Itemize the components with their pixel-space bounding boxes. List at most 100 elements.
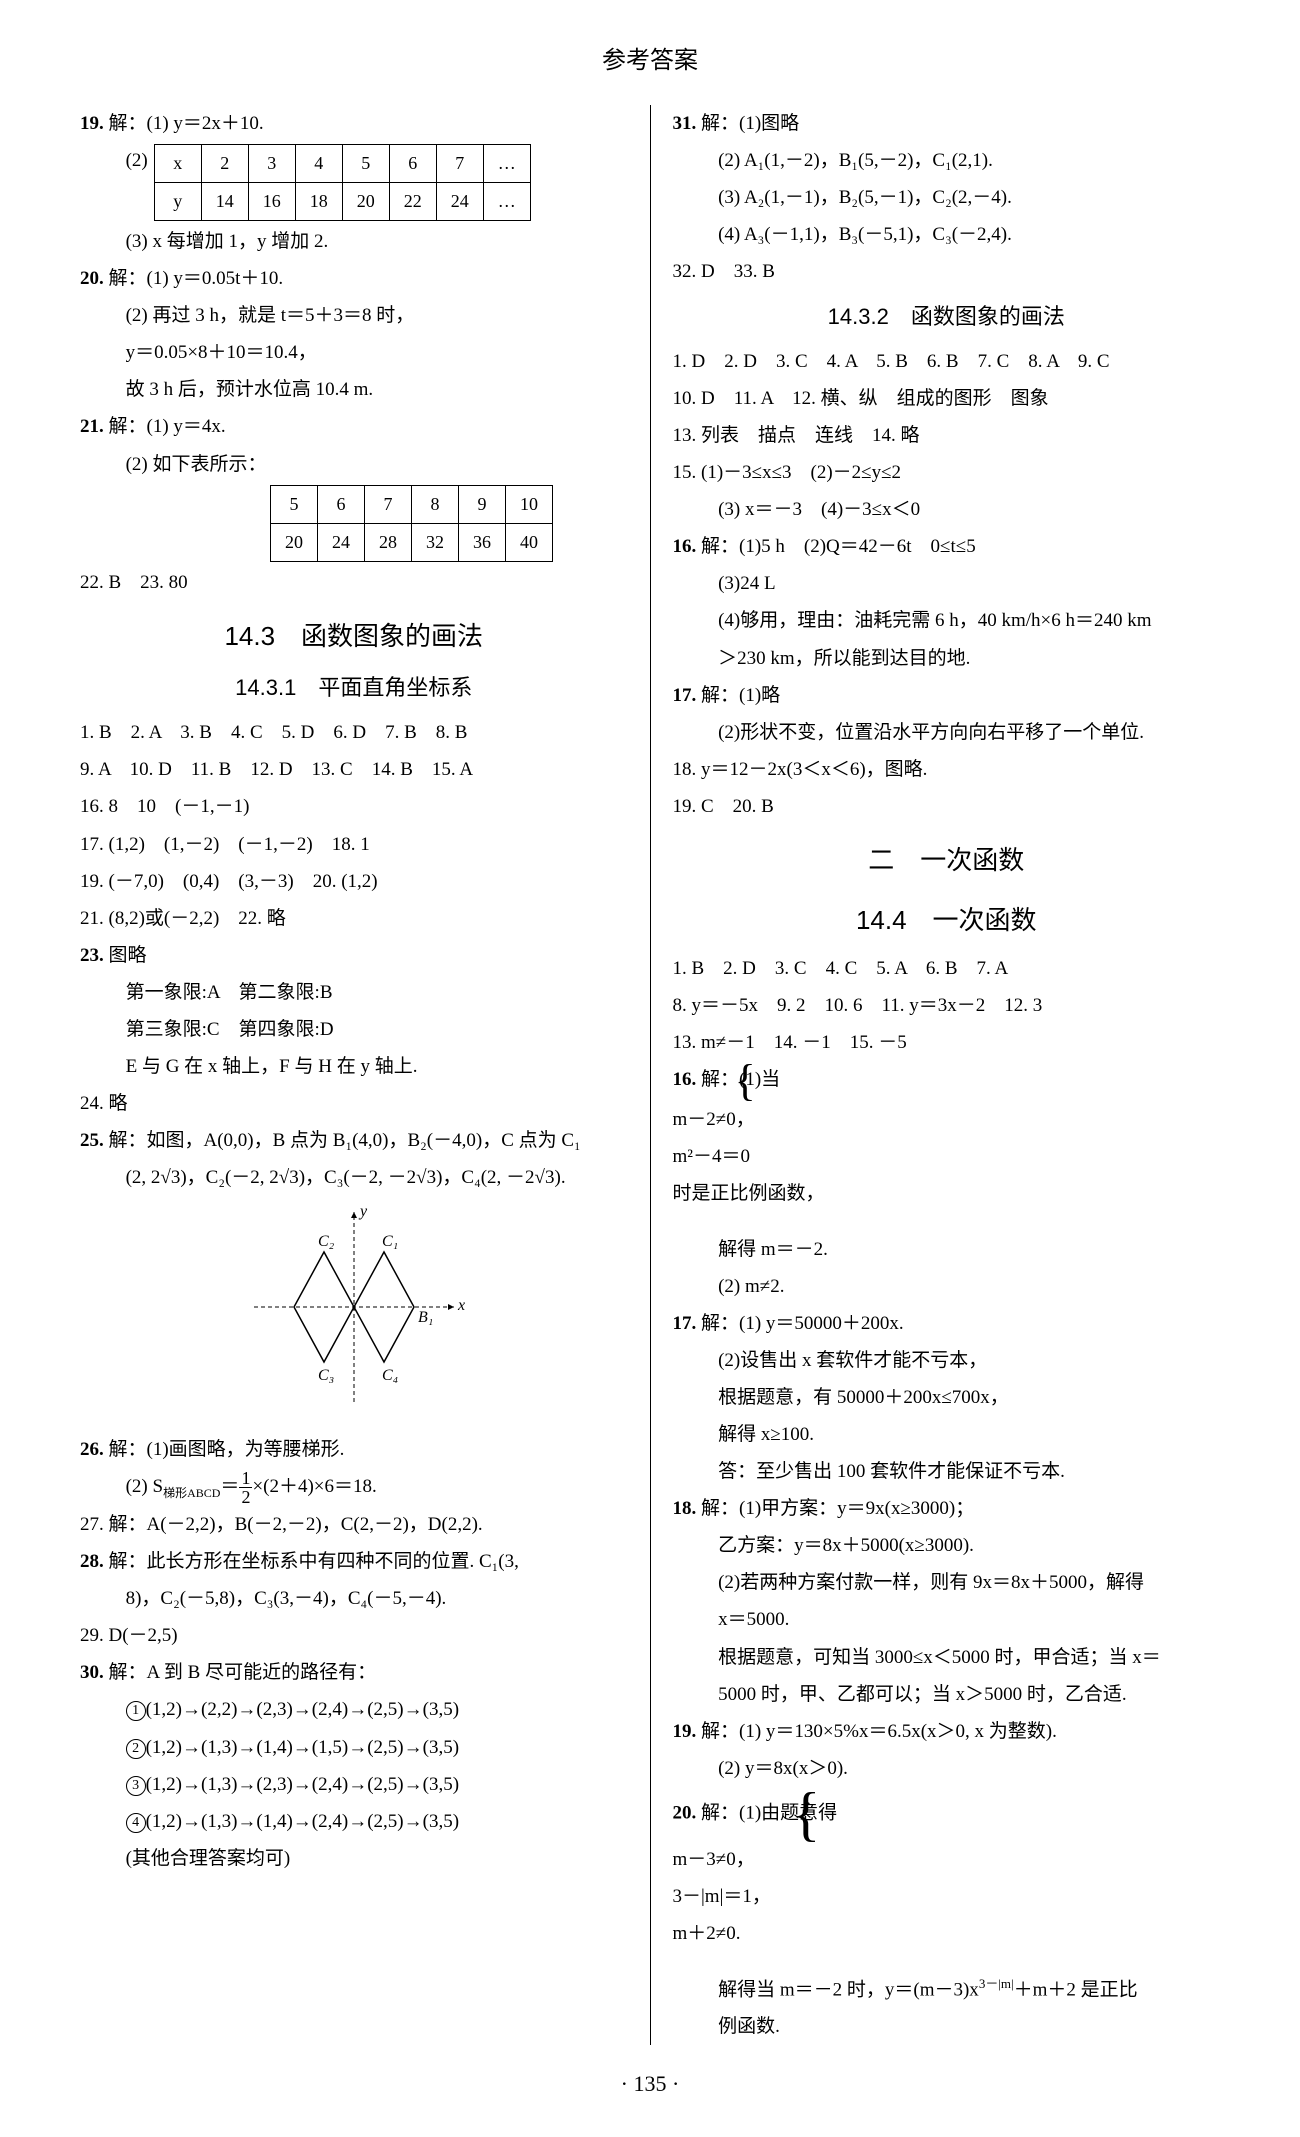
q23: 23. 图略 xyxy=(80,937,628,974)
cell: 9 xyxy=(459,485,506,523)
q19-2-label: (2) xyxy=(126,142,148,179)
table-row: 20 24 28 32 36 40 xyxy=(271,523,553,561)
q30-p4-text: (1,2)→(1,3)→(1,4)→(2,4)→(2,5)→(3,5) xyxy=(146,1811,459,1832)
heading-14-3-1: 14.3.1 平面直角坐标系 xyxy=(80,667,628,710)
q26-2c: ×(2＋4)×6＝18. xyxy=(252,1476,376,1497)
q30-num: 30. xyxy=(80,1662,104,1683)
cell: 28 xyxy=(365,523,412,561)
q25: 25. 解：如图，A(0,0)，B 点为 B₁(4,0)，B₂(－4,0)，C … xyxy=(80,1122,628,1159)
q17b-text: 解：(1) y＝50000＋200x. xyxy=(701,1313,904,1334)
q25-num: 25. xyxy=(80,1130,104,1151)
svg-text:B₁: B₁ xyxy=(418,1309,433,1326)
q31-3: (3) A₂(1,－1)，B₂(5,－1)，C₂(2,－4). xyxy=(673,179,1221,216)
svg-text:C₁: C₁ xyxy=(382,1233,398,1250)
q31-2: (2) A₁(1,－2)，B₁(5,－2)，C₁(2,1). xyxy=(673,142,1221,179)
q18b-num: 18. xyxy=(673,1498,697,1519)
q24: 24. 略 xyxy=(80,1085,628,1122)
q19-table: x 2 3 4 5 6 7 … y 14 16 18 20 xyxy=(154,144,531,221)
cell: 18 xyxy=(295,183,342,221)
cell: 40 xyxy=(506,523,553,561)
cell: 24 xyxy=(318,523,365,561)
q18b-3: (2)若两种方案付款一样，则有 9x＝8x＋5000，解得 xyxy=(673,1564,1221,1601)
cell: y xyxy=(154,183,201,221)
q27: 27. 解：A(－2,2)，B(－2,－2)，C(2,－2)，D(2,2). xyxy=(80,1506,628,1543)
q20-4: 故 3 h 后，预计水位高 10.4 m. xyxy=(80,371,628,408)
q30: 30. 解：A 到 B 尽可能近的路径有： xyxy=(80,1654,628,1691)
q17-num: 17. xyxy=(673,685,697,706)
q20: 20. 解：(1) y＝0.05t＋10. xyxy=(80,260,628,297)
brace-system-icon: { xyxy=(837,1787,839,1841)
cell: 20 xyxy=(342,183,389,221)
cell: 14 xyxy=(201,183,248,221)
q20b-exp: 3－|m| xyxy=(979,1976,1014,1991)
ans-9-15: 9. A 10. D 11. B 12. D 13. C 14. B 15. A xyxy=(80,751,628,788)
cell: 22 xyxy=(389,183,436,221)
q30-p2: 2(1,2)→(1,3)→(1,4)→(1,5)→(2,5)→(3,5) xyxy=(80,1729,628,1766)
q20-text: 解：(1) y＝0.05t＋10. xyxy=(109,268,284,289)
ans-1-8: 1. B 2. A 3. B 4. C 5. D 6. D 7. B 8. B xyxy=(80,714,628,751)
q18b: 18. 解：(1)甲方案：y＝9x(x≥3000)； xyxy=(673,1490,1221,1527)
q28-text: 解：此长方形在坐标系中有四种不同的位置. C₁(3, xyxy=(109,1551,519,1572)
q20-2: (2) 再过 3 h，就是 t＝5＋3＝8 时， xyxy=(80,297,628,334)
q26-text: 解：(1)画图略，为等腰梯形. xyxy=(109,1439,345,1460)
ans2-1-9: 1. D 2. D 3. C 4. A 5. B 6. B 7. C 8. A … xyxy=(673,343,1221,380)
ans-19-20: 19. C 20. B xyxy=(673,788,1221,825)
q26-sub: 梯形ABCD xyxy=(163,1486,220,1500)
svg-text:C₃: C₃ xyxy=(318,1367,334,1384)
heading-14-3-2: 14.3.2 函数图象的画法 xyxy=(673,296,1221,339)
frac-den: 2 xyxy=(239,1488,252,1506)
q29: 29. D(－2,5) xyxy=(80,1617,628,1654)
q31-num: 31. xyxy=(673,113,697,134)
ans3-8-12: 8. y＝－5x 9. 2 10. 6 11. y＝3x－2 12. 3 xyxy=(673,987,1221,1024)
q20b-2a: 解得当 m＝－2 时，y＝(m－3)x xyxy=(718,1979,979,2000)
q16-3: (4)够用，理由：油耗完需 6 h，40 km/h×6 h＝240 km xyxy=(673,602,1221,639)
cell: 6 xyxy=(318,485,365,523)
cell: 3 xyxy=(248,145,295,183)
q20-3: y＝0.05×8＋10＝10.4， xyxy=(80,334,628,371)
cell: 6 xyxy=(389,145,436,183)
q17b-5: 答：至少售出 100 套软件才能保证不亏本. xyxy=(673,1453,1221,1490)
ans-21-22: 21. (8,2)或(－2,2) 22. 略 xyxy=(80,900,628,937)
cell: 36 xyxy=(459,523,506,561)
q20b: 20. 解：(1)由题意得{ xyxy=(673,1787,1221,1841)
table-row: 5 6 7 8 9 10 xyxy=(271,485,553,523)
q16-2: (3)24 L xyxy=(673,565,1221,602)
q18: 18. y＝12－2x(3＜x＜6)，图略. xyxy=(673,751,1221,788)
circled-3-icon: 3 xyxy=(126,1776,146,1796)
q25-2: (2, 2√3)，C₂(－2, 2√3)，C₃(－2, －2√3)，C₄(2, … xyxy=(80,1159,628,1196)
q23-num: 23. xyxy=(80,945,104,966)
q17b-num: 17. xyxy=(673,1313,697,1334)
table-row: y 14 16 18 20 22 24 … xyxy=(154,183,530,221)
q30-p4: 4(1,2)→(1,3)→(1,4)→(2,4)→(2,5)→(3,5) xyxy=(80,1803,628,1840)
q26-num: 26. xyxy=(80,1439,104,1460)
ans-19-20: 19. (－7,0) (0,4) (3,－3) 20. (1,2) xyxy=(80,863,628,900)
cell: 4 xyxy=(295,145,342,183)
cell: 32 xyxy=(412,523,459,561)
q21: 21. 解：(1) y＝4x. xyxy=(80,408,628,445)
q17b: 17. 解：(1) y＝50000＋200x. xyxy=(673,1305,1221,1342)
q28-2: 8)，C₂(－5,8)，C₃(3,－4)，C₄(－5,－4). xyxy=(80,1580,628,1617)
q26: 26. 解：(1)画图略，为等腰梯形. xyxy=(80,1431,628,1468)
page-header: 参考答案 xyxy=(80,40,1220,75)
q17-text: 解：(1)略 xyxy=(701,685,780,706)
q17b-3: 根据题意，有 50000＋200x≤700x， xyxy=(673,1379,1221,1416)
q30-p2-text: (1,2)→(1,3)→(1,4)→(1,5)→(2,5)→(3,5) xyxy=(146,1737,459,1758)
table-row: x 2 3 4 5 6 7 … xyxy=(154,145,530,183)
heading-two: 二 一次函数 xyxy=(673,835,1221,886)
q23-3: 第三象限:C 第四象限:D xyxy=(80,1011,628,1048)
q23-4: E 与 G 在 x 轴上，F 与 H 在 y 轴上. xyxy=(80,1048,628,1085)
q16: 16. 解：(1)5 h (2)Q＝42－6t 0≤t≤5 xyxy=(673,528,1221,565)
q16b-num: 16. xyxy=(673,1069,697,1090)
left-column: 19. 解：(1) y＝2x＋10. (2) x 2 3 4 5 6 7 … xyxy=(80,105,650,2045)
q18b-2: 乙方案：y＝8x＋5000(x≥3000). xyxy=(673,1527,1221,1564)
q25-text: 解：如图，A(0,0)，B 点为 B₁(4,0)，B₂(－4,0)，C 点为 C… xyxy=(109,1130,581,1151)
q19b-2: (2) y＝8x(x＞0). xyxy=(673,1750,1221,1787)
heading-14-3: 14.3 函数图象的画法 xyxy=(80,611,628,662)
q31-text: 解：(1)图略 xyxy=(701,113,799,134)
q19-num: 19. xyxy=(80,113,104,134)
circled-2-icon: 2 xyxy=(126,1739,146,1759)
frac-num: 1 xyxy=(239,1469,252,1488)
svg-text:y: y xyxy=(358,1203,368,1220)
ans-32-33: 32. D 33. B xyxy=(673,253,1221,290)
q16b-3: (2) m≠2. xyxy=(673,1268,1221,1305)
